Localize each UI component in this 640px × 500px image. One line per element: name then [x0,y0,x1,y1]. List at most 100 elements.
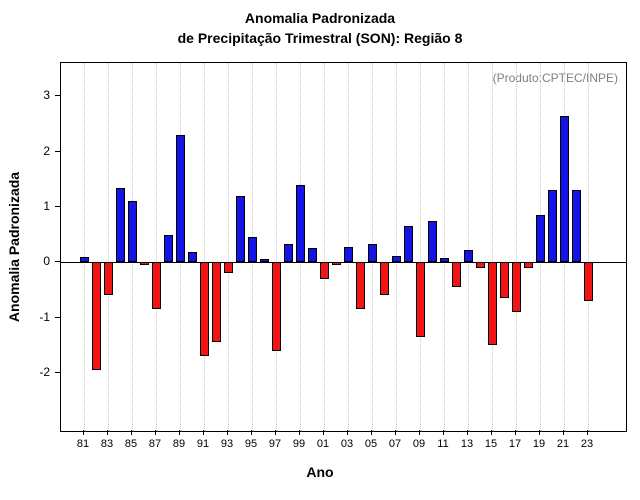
bar-1981 [79,256,89,263]
bar-2008 [403,226,413,263]
x-tick-label: 23 [580,438,594,450]
x-axis-tick [491,430,492,435]
x-axis-tick [275,430,276,435]
x-tick-label: 85 [124,438,138,450]
bar-2023 [583,262,593,301]
x-axis-tick [227,430,228,435]
x-axis-tick [563,430,564,435]
gridline [444,63,445,431]
x-axis-tick [443,430,444,435]
gridline [276,63,277,431]
x-tick-label: 09 [412,438,426,450]
bar-2007 [391,255,401,263]
x-tick-label: 97 [268,438,282,450]
y-axis-tick [55,205,60,207]
gridline [324,63,325,431]
x-tick-label: 91 [196,438,210,450]
gridline [228,63,229,431]
gridline [396,63,397,431]
x-axis-tick [587,430,588,435]
bar-1996 [259,259,269,263]
bar-2006 [379,262,389,296]
x-axis-tick [155,430,156,435]
x-axis-tick [371,430,372,435]
x-axis-tick [83,430,84,435]
x-axis-label: Ano [306,464,334,480]
bar-2013 [463,250,473,263]
bar-1998 [283,243,293,263]
x-tick-label: 21 [556,438,570,450]
y-tick-label: 2 [43,143,50,158]
x-axis-tick [467,430,468,435]
y-axis-tick [55,150,60,152]
x-axis-tick [107,430,108,435]
x-tick-label: 95 [244,438,258,450]
bar-1994 [235,195,245,263]
bar-1987 [151,262,161,310]
bar-2014 [475,262,485,268]
plot-area: (Produto:CPTEC/INPE) [60,62,627,432]
zero-baseline [61,262,626,264]
x-tick-label: 05 [364,438,378,450]
bar-1983 [103,262,113,296]
bar-2000 [307,248,317,263]
y-tick-label: -2 [39,364,50,379]
bar-2016 [499,262,509,299]
bar-1997 [271,262,281,351]
x-axis-tick [347,430,348,435]
x-tick-label: 07 [388,438,402,450]
x-axis-tick [131,430,132,435]
gridline [588,63,589,431]
bar-2009 [415,262,425,337]
bar-2017 [511,262,521,312]
gridline [492,63,493,431]
bar-1986 [139,262,149,265]
x-axis-tick [203,430,204,435]
bar-2002 [331,262,341,265]
x-tick-label: 17 [508,438,522,450]
x-axis-tick [419,430,420,435]
gridline [348,63,349,431]
bar-2018 [523,262,533,268]
gridline [516,63,517,431]
x-tick-label: 19 [532,438,546,450]
y-axis-tick [55,316,60,318]
source-note: (Produto:CPTEC/INPE) [492,71,618,85]
gridline [468,63,469,431]
x-tick-label: 89 [172,438,186,450]
bar-1989 [175,134,185,263]
gridline [420,63,421,431]
x-tick-label: 01 [316,438,330,450]
bar-1990 [187,252,197,263]
x-tick-label: 81 [76,438,90,450]
x-axis-tick [251,430,252,435]
gridline [204,63,205,431]
gridline [84,63,85,431]
bar-2005 [367,243,377,263]
bar-2020 [547,190,557,263]
x-tick-label: 11 [437,438,449,450]
gridline [156,63,157,431]
bar-1993 [223,262,233,274]
x-axis-tick [179,430,180,435]
y-tick-label: 0 [43,254,50,269]
x-tick-label: 03 [340,438,354,450]
bar-2010 [427,220,437,263]
y-axis-tick [55,261,60,263]
bar-2003 [343,247,353,263]
bar-2021 [559,115,569,263]
bar-1988 [163,234,173,263]
bar-1984 [115,187,125,263]
bar-2004 [355,262,365,310]
bar-1982 [91,262,101,371]
bar-2011 [439,257,449,263]
bar-1985 [127,201,137,263]
bar-2001 [319,262,329,279]
bar-1999 [295,184,305,263]
y-tick-label: 3 [43,88,50,103]
bar-2012 [451,262,461,288]
x-axis-tick [323,430,324,435]
chart-title-line1: Anomalia Padronizada [244,10,396,26]
y-axis-tick [55,95,60,97]
